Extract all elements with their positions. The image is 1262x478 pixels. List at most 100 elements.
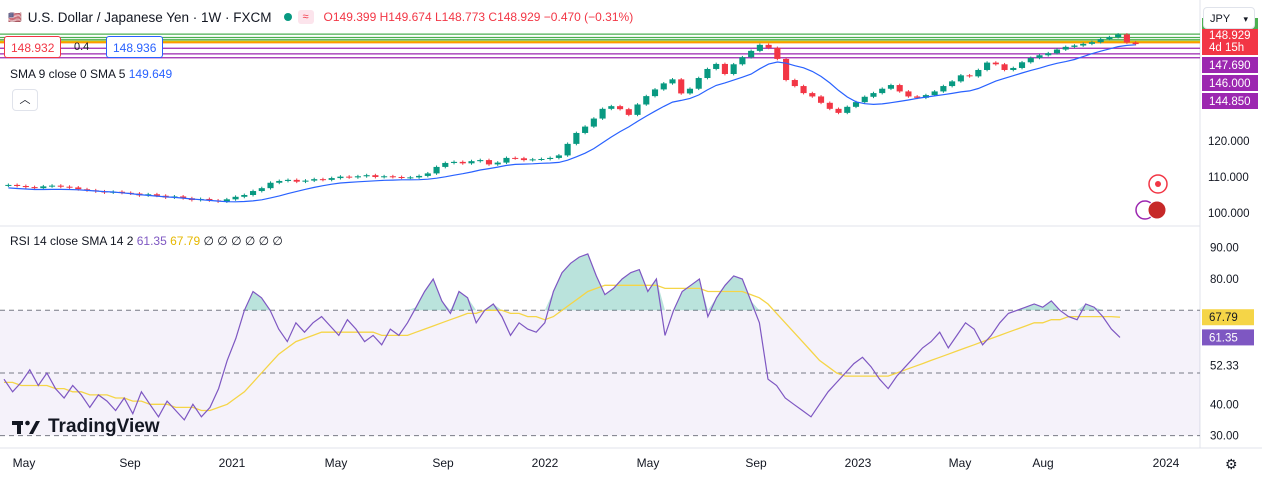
candles-group: [5, 33, 1139, 203]
candle-body: [503, 157, 510, 163]
chevron-up-icon: ︿: [19, 94, 31, 106]
candle-body: [721, 63, 728, 74]
candle-body: [538, 159, 545, 160]
collapse-legend-button[interactable]: ︿: [12, 89, 38, 111]
candle-body: [992, 62, 999, 65]
candle-body: [398, 177, 405, 178]
candle-body: [14, 184, 21, 186]
ohlc-low: L148.773: [435, 10, 486, 24]
candle-body: [765, 44, 772, 48]
candle-body: [276, 180, 283, 183]
candle-body: [748, 50, 755, 58]
events-markers[interactable]: [1135, 174, 1168, 220]
symbol-flag-icon[interactable]: 🇺🇸: [8, 11, 22, 24]
candle-body: [40, 186, 47, 189]
candle-body: [49, 185, 56, 187]
rsi-group: [0, 253, 1200, 437]
candle-body: [590, 118, 597, 127]
candle-body: [328, 178, 335, 180]
candle-body: [494, 162, 501, 165]
candle-body: [442, 162, 449, 167]
sell-button[interactable]: 148.932: [4, 36, 62, 58]
candle-body: [564, 143, 571, 156]
time-tick-label: May: [13, 456, 36, 470]
rsi-sma-legend-value: 67.79: [170, 234, 201, 248]
candle-body: [835, 108, 842, 113]
price-label-text: 146.000: [1209, 78, 1251, 90]
tradingview-logo-icon: [12, 420, 40, 434]
candle-body: [870, 93, 877, 97]
rsi-legend-value: 61.35: [136, 234, 167, 248]
candle-body: [1071, 45, 1078, 47]
candle-body: [153, 194, 160, 196]
candle-body: [433, 166, 440, 174]
candle-body: [450, 161, 458, 163]
candle-body: [625, 109, 632, 115]
us-flag-icon[interactable]: [1147, 200, 1167, 220]
candle-body: [879, 88, 886, 94]
candle-body: [337, 176, 344, 179]
buy-button[interactable]: 148.936: [106, 36, 164, 58]
candle-body: [975, 69, 982, 77]
price-label-box: [1202, 29, 1258, 43]
rsi-sma-line: [4, 284, 1121, 412]
spread-value: 0.4: [74, 41, 90, 53]
ohlc-change: −0.470 (−0.31%): [543, 10, 634, 24]
candle-body: [905, 91, 912, 97]
compare-pill-icon[interactable]: ≈: [297, 10, 314, 24]
sma-legend[interactable]: SMA 9 close 0 SMA 5 149.649: [10, 67, 172, 81]
candle-body: [896, 85, 903, 92]
candle-body: [791, 80, 798, 87]
time-tick-label: Aug: [1032, 456, 1053, 470]
candle-body: [241, 195, 248, 197]
sma-legend-title: SMA 9 close 0 SMA 5: [10, 67, 126, 81]
rsi-legend[interactable]: RSI 14 close SMA 14 2 61.35 67.79 ∅ ∅ ∅ …: [10, 234, 283, 248]
candle-body: [1115, 34, 1122, 38]
rsi-tick-label: 80.00: [1210, 274, 1239, 286]
rsi-value-text: 67.79: [1209, 312, 1238, 324]
candle-body: [381, 176, 388, 178]
candle-body: [346, 176, 353, 178]
candle-body: [582, 126, 589, 133]
chevron-down-icon: ▾: [1243, 14, 1248, 24]
rsi-legend-empty-values: ∅ ∅ ∅ ∅ ∅ ∅: [203, 234, 283, 248]
candle-body: [599, 108, 606, 119]
candle-body: [1027, 57, 1034, 63]
rsi-tick-label: 52.33: [1210, 361, 1239, 373]
candle-body: [887, 85, 895, 89]
rsi-value-box: [1202, 309, 1254, 326]
candle-body: [1053, 49, 1061, 54]
currency-label: JPY: [1210, 13, 1231, 25]
symbol-title[interactable]: U.S. Dollar / Japanese Yen · 1W · FXCM: [27, 9, 272, 25]
candle-body: [520, 158, 527, 161]
candle-body: [293, 179, 300, 182]
time-tick-label: May: [949, 456, 972, 470]
candle-body: [1045, 53, 1052, 56]
candle-body: [249, 191, 257, 195]
time-tick-label: Sep: [119, 456, 141, 470]
candle-body: [695, 78, 702, 89]
sma-line: [8, 44, 1136, 203]
tradingview-logo[interactable]: TradingView: [12, 416, 160, 438]
candle-body: [756, 44, 763, 51]
candle-body: [966, 75, 973, 77]
candle-body: [22, 186, 29, 188]
time-tick-label: Sep: [432, 456, 454, 470]
candle-body: [844, 106, 851, 113]
candle-body: [319, 179, 327, 181]
candle-body: [1106, 37, 1113, 40]
time-tick-label: May: [325, 456, 348, 470]
price-tick-label: 110.000: [1208, 172, 1249, 184]
rsi-value-box: [1202, 329, 1254, 346]
market-status-icon: [283, 13, 292, 21]
candle-body: [75, 187, 82, 190]
candle-body: [949, 81, 956, 87]
price-label-box: [1202, 75, 1258, 91]
rsi-tick-label: 30.00: [1210, 431, 1239, 443]
currency-select[interactable]: JPY ▾: [1203, 7, 1255, 29]
candle-body: [739, 57, 746, 65]
settings-gear-icon[interactable]: ⚙: [1225, 456, 1238, 472]
